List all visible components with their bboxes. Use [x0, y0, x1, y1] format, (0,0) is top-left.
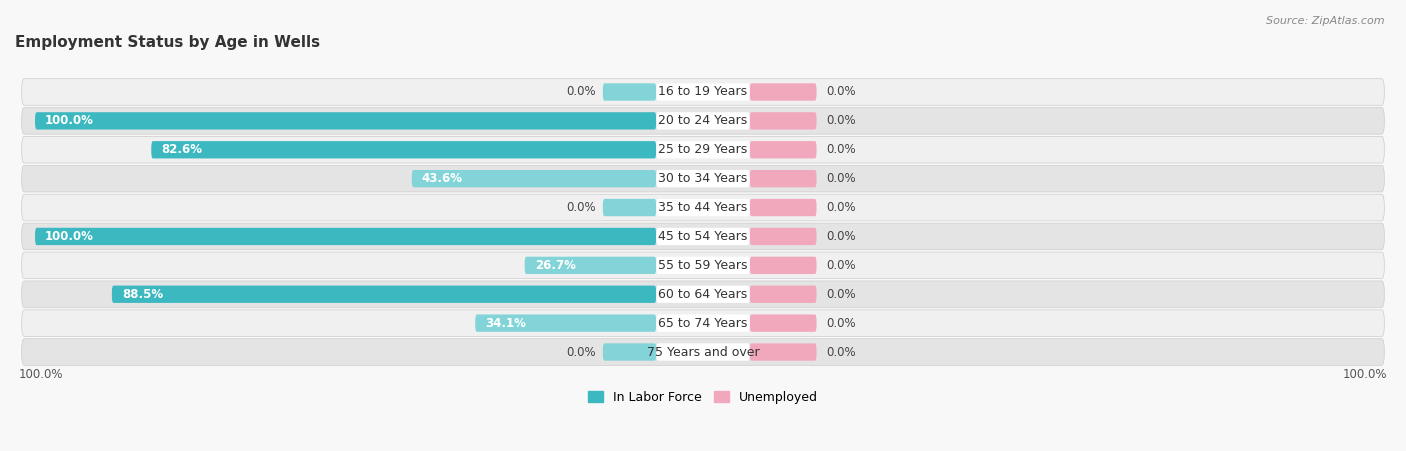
FancyBboxPatch shape [603, 199, 657, 216]
FancyBboxPatch shape [657, 141, 749, 158]
Text: 0.0%: 0.0% [567, 345, 596, 359]
Text: 45 to 54 Years: 45 to 54 Years [658, 230, 748, 243]
Text: 100.0%: 100.0% [1343, 368, 1388, 381]
FancyBboxPatch shape [112, 285, 657, 303]
FancyBboxPatch shape [475, 314, 657, 332]
FancyBboxPatch shape [21, 310, 1385, 336]
FancyBboxPatch shape [749, 314, 817, 332]
Text: 34.1%: 34.1% [485, 317, 526, 330]
Text: 35 to 44 Years: 35 to 44 Years [658, 201, 748, 214]
FancyBboxPatch shape [35, 112, 657, 129]
Text: 100.0%: 100.0% [45, 230, 94, 243]
Text: 0.0%: 0.0% [567, 201, 596, 214]
FancyBboxPatch shape [749, 199, 817, 216]
FancyBboxPatch shape [657, 112, 749, 129]
FancyBboxPatch shape [657, 199, 749, 216]
FancyBboxPatch shape [657, 257, 749, 274]
FancyBboxPatch shape [524, 257, 657, 274]
FancyBboxPatch shape [152, 141, 657, 158]
FancyBboxPatch shape [21, 194, 1385, 221]
FancyBboxPatch shape [657, 170, 749, 187]
Text: 82.6%: 82.6% [162, 143, 202, 156]
Text: 88.5%: 88.5% [122, 288, 163, 301]
Text: 100.0%: 100.0% [18, 368, 63, 381]
FancyBboxPatch shape [749, 112, 817, 129]
Text: 0.0%: 0.0% [827, 143, 856, 156]
FancyBboxPatch shape [749, 285, 817, 303]
FancyBboxPatch shape [657, 228, 749, 245]
Text: 30 to 34 Years: 30 to 34 Years [658, 172, 748, 185]
Text: 65 to 74 Years: 65 to 74 Years [658, 317, 748, 330]
FancyBboxPatch shape [657, 314, 749, 332]
Text: 55 to 59 Years: 55 to 59 Years [658, 259, 748, 272]
Text: 0.0%: 0.0% [827, 115, 856, 127]
Text: 25 to 29 Years: 25 to 29 Years [658, 143, 748, 156]
Text: 0.0%: 0.0% [827, 259, 856, 272]
Text: 0.0%: 0.0% [827, 345, 856, 359]
Text: 0.0%: 0.0% [827, 230, 856, 243]
FancyBboxPatch shape [21, 223, 1385, 250]
Text: 0.0%: 0.0% [827, 288, 856, 301]
FancyBboxPatch shape [21, 79, 1385, 105]
Text: 60 to 64 Years: 60 to 64 Years [658, 288, 748, 301]
FancyBboxPatch shape [749, 170, 817, 187]
Text: 0.0%: 0.0% [827, 201, 856, 214]
FancyBboxPatch shape [21, 252, 1385, 279]
Text: 26.7%: 26.7% [534, 259, 575, 272]
FancyBboxPatch shape [657, 285, 749, 303]
FancyBboxPatch shape [21, 339, 1385, 365]
Text: 20 to 24 Years: 20 to 24 Years [658, 115, 748, 127]
Text: 0.0%: 0.0% [567, 86, 596, 98]
FancyBboxPatch shape [749, 257, 817, 274]
FancyBboxPatch shape [603, 343, 657, 361]
Text: Source: ZipAtlas.com: Source: ZipAtlas.com [1267, 16, 1385, 26]
FancyBboxPatch shape [749, 83, 817, 101]
FancyBboxPatch shape [657, 83, 749, 101]
Text: 0.0%: 0.0% [827, 86, 856, 98]
FancyBboxPatch shape [35, 228, 657, 245]
FancyBboxPatch shape [21, 281, 1385, 308]
FancyBboxPatch shape [21, 137, 1385, 163]
Text: 0.0%: 0.0% [827, 317, 856, 330]
Text: 43.6%: 43.6% [422, 172, 463, 185]
Text: Employment Status by Age in Wells: Employment Status by Age in Wells [15, 35, 321, 51]
FancyBboxPatch shape [603, 83, 657, 101]
Text: 0.0%: 0.0% [827, 172, 856, 185]
FancyBboxPatch shape [21, 166, 1385, 192]
FancyBboxPatch shape [749, 343, 817, 361]
Text: 16 to 19 Years: 16 to 19 Years [658, 86, 748, 98]
FancyBboxPatch shape [657, 343, 749, 361]
FancyBboxPatch shape [21, 108, 1385, 134]
FancyBboxPatch shape [749, 141, 817, 158]
Text: 100.0%: 100.0% [45, 115, 94, 127]
Text: 75 Years and over: 75 Years and over [647, 345, 759, 359]
FancyBboxPatch shape [412, 170, 657, 187]
FancyBboxPatch shape [749, 228, 817, 245]
Legend: In Labor Force, Unemployed: In Labor Force, Unemployed [583, 386, 823, 409]
